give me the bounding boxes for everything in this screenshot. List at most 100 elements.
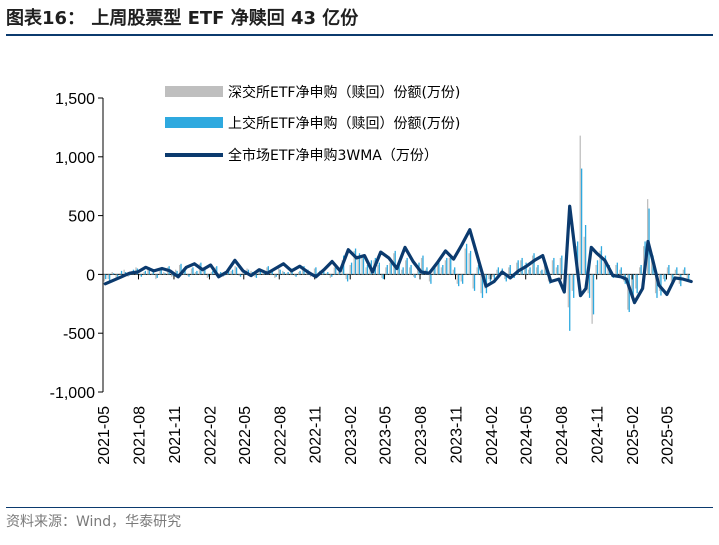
bar-shenzhen — [103, 274, 105, 282]
bar-shanghai — [636, 274, 638, 294]
x-tick-label: 2021-08 — [131, 406, 148, 465]
bar-shenzhen — [111, 272, 113, 275]
bar-shanghai — [247, 269, 250, 275]
bar-shanghai — [144, 270, 146, 275]
bar-shanghai — [588, 274, 591, 298]
bar-shanghai — [521, 257, 523, 275]
bar-shanghai — [461, 274, 464, 284]
bar-shanghai — [378, 262, 381, 275]
bar-shanghai — [541, 269, 543, 275]
bar-shanghai — [569, 274, 571, 331]
bar-shanghai — [220, 272, 222, 275]
bar-shenzhen — [615, 264, 617, 275]
bar-shenzhen — [242, 272, 244, 275]
bar-shanghai — [660, 274, 662, 296]
bar-shenzhen — [349, 264, 351, 275]
bar-shenzhen — [309, 274, 312, 277]
bar-shenzhen — [619, 269, 621, 275]
bar-shenzhen — [428, 274, 431, 282]
bar-shenzhen — [567, 274, 569, 308]
bar-shanghai — [315, 267, 317, 275]
bar-shanghai — [446, 257, 448, 275]
bar-shenzhen — [452, 269, 454, 275]
bar-shanghai — [358, 253, 361, 275]
bar-shanghai — [152, 272, 154, 275]
bar-shenzhen — [440, 267, 443, 275]
bar-shanghai — [584, 225, 587, 275]
bar-shanghai — [216, 266, 218, 275]
bar-shanghai — [573, 274, 575, 298]
bar-shanghai — [105, 274, 107, 280]
bar-shanghai — [489, 274, 492, 282]
bar-shenzhen — [286, 273, 288, 275]
bar-shenzhen — [583, 236, 585, 275]
bar-shanghai — [596, 260, 599, 275]
bars-layer — [103, 135, 690, 331]
bar-shanghai — [592, 274, 595, 315]
bar-shanghai — [442, 264, 444, 275]
bar-shenzhen — [539, 270, 542, 275]
bar-shanghai — [529, 267, 531, 275]
bar-shanghai — [620, 267, 622, 275]
bar-shanghai — [580, 168, 583, 275]
bar-shenzhen — [186, 274, 189, 276]
bar-shenzhen — [531, 255, 534, 275]
bar-shenzhen — [603, 260, 605, 275]
legend-swatch-shenzhen — [165, 86, 223, 97]
bar-shenzhen — [436, 262, 439, 275]
bar-shanghai — [180, 263, 182, 275]
bar-shanghai — [493, 274, 496, 280]
bar-shanghai — [386, 264, 388, 275]
bar-shanghai — [525, 262, 527, 275]
bar-shenzhen — [639, 267, 641, 275]
bar-shanghai — [477, 264, 480, 275]
bar-shenzhen — [230, 270, 232, 275]
x-tick-label: 2022-02 — [202, 406, 219, 465]
bar-shanghai — [410, 264, 412, 275]
bar-shanghai — [160, 269, 162, 275]
bar-shenzhen — [202, 269, 205, 275]
bar-shenzhen — [460, 274, 462, 282]
bar-shanghai — [164, 273, 166, 275]
bar-shanghai — [120, 270, 123, 275]
bar-shanghai — [346, 274, 349, 282]
bar-shanghai — [299, 270, 301, 275]
bar-shanghai — [148, 267, 150, 275]
bar-shenzhen — [682, 269, 685, 275]
bar-shenzhen — [151, 273, 153, 275]
bar-shenzhen — [147, 268, 149, 275]
bar-shenzhen — [345, 274, 347, 280]
bar-shanghai — [604, 255, 607, 275]
bar-shenzhen — [448, 257, 450, 275]
bar-shenzhen — [365, 267, 367, 275]
bar-shanghai — [458, 274, 460, 287]
bar-shanghai — [469, 250, 472, 275]
bar-shenzhen — [250, 270, 252, 275]
bar-shenzhen — [234, 266, 236, 275]
bar-shenzhen — [551, 260, 554, 275]
title-rule — [6, 34, 713, 36]
bar-shanghai — [509, 264, 511, 275]
bar-shanghai — [414, 274, 416, 278]
bar-shanghai — [235, 267, 238, 275]
bar-shanghai — [398, 262, 400, 275]
bar-shanghai — [140, 274, 143, 277]
bar-shenzhen — [587, 274, 589, 294]
bar-shanghai — [465, 243, 468, 275]
bar-shanghai — [450, 255, 452, 275]
y-tick-label: 1,500 — [55, 91, 95, 108]
x-tick-label: 2023-08 — [413, 406, 430, 465]
bar-shanghai — [517, 260, 519, 275]
x-tick-label: 2021-05 — [96, 406, 113, 465]
bar-shanghai — [255, 274, 258, 278]
bar-shenzhen — [163, 272, 165, 275]
bar-shenzhen — [405, 260, 407, 275]
bar-shanghai — [327, 272, 329, 275]
bar-shenzhen — [175, 269, 177, 275]
bar-shenzhen — [555, 267, 558, 275]
legend-label-3wma: 全市场ETF净申购3WMA（万份） — [228, 147, 438, 164]
bar-shanghai — [279, 269, 281, 275]
bar-shanghai — [192, 267, 194, 275]
bar-shenzhen — [662, 274, 665, 280]
bar-shanghai — [275, 274, 277, 277]
